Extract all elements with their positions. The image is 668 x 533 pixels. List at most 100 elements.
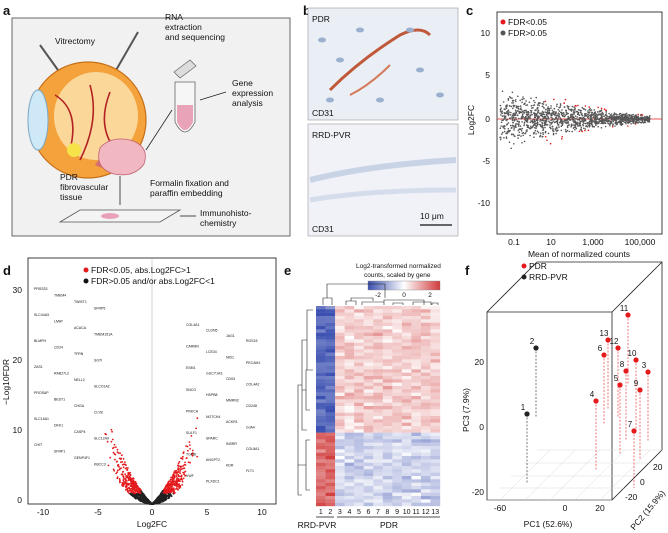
d-gene-label: BLMPH [34,339,47,343]
d-point [110,440,113,443]
d-gene-label: TMEM4 [54,294,66,298]
e-cell [344,502,355,507]
e-cell [325,406,336,410]
immuno-label-1: Immunohisto- [200,208,252,218]
e-cell [430,406,441,410]
e-cell [316,389,326,393]
c-point [577,109,580,111]
e-cell [344,429,355,433]
c-point [517,107,519,109]
e-cell [344,372,355,377]
d-point [116,448,119,451]
c-point [555,132,557,135]
e-cell [401,502,412,507]
d-ytick-20: 20 [13,355,23,365]
e-cell [363,482,374,487]
e-cell [363,392,374,397]
c-point [625,116,628,119]
e-cell [420,499,431,503]
c-point [542,133,544,135]
e-cell [373,426,383,430]
d-point [141,500,144,502]
c-point [523,121,526,124]
e-cell [363,326,374,330]
e-cell [382,462,393,467]
f-point-label: 4 [590,390,595,399]
c-point [544,120,546,123]
e-cell [344,316,355,320]
e-cell [430,456,441,460]
e-cell [325,322,336,327]
e-cell [401,492,412,497]
e-cell [392,502,403,507]
c-point [558,126,560,128]
e-cell [316,316,326,320]
f-point-label: 11 [620,304,629,313]
e-cell [316,306,326,310]
e-cell [373,449,383,453]
d-point [127,479,130,482]
e-cell [316,402,326,407]
c-point [574,107,576,109]
e-cell [316,376,326,380]
d-point [177,464,179,467]
c-point [546,115,549,117]
e-cell [363,339,374,343]
e-cell [382,446,393,450]
e-cell [420,396,431,400]
e-cell [344,382,355,387]
e-cell [344,306,355,310]
pdr-image-title: PDR [312,14,330,24]
d-xlabel: Log2FC [137,519,167,529]
e-cell [335,406,345,410]
c-point [518,134,520,136]
c-point [645,116,647,119]
e-cell [354,472,364,477]
c-point [570,124,573,127]
d-point [120,467,122,469]
d-point [160,492,163,495]
c-point [616,114,618,116]
d-point [177,469,180,471]
c-point [518,128,520,131]
d-point [140,490,143,493]
e-cell [316,502,326,507]
c-point [513,135,515,137]
e-cell [420,362,431,367]
e-cell [363,432,374,437]
d-point [132,485,135,488]
c-point [520,111,522,114]
e-cell [382,459,393,463]
c-point [553,113,555,115]
e-cell [325,459,336,463]
c-point [520,107,522,109]
e-cell [325,496,336,500]
c-point [503,115,505,117]
e-cell [344,406,355,410]
c-point [562,115,565,117]
d-point [164,493,166,496]
e-cell [401,359,412,363]
e-cell [430,412,441,417]
e-cell [344,352,355,357]
d-point [177,462,180,465]
c-point [570,110,573,112]
e-cell [316,339,326,343]
c-point [544,122,547,125]
c-point [600,127,603,129]
c-point [571,105,574,108]
e-cell [430,389,441,393]
d-point [119,458,122,460]
e-cell [316,462,326,467]
e-cell [344,389,355,393]
e-cell [335,402,345,407]
d-point [129,471,132,474]
legend-fdr-sig: FDR<0.05 [508,17,547,27]
d-point [164,487,166,489]
c-ytick-m5: -5 [482,156,490,166]
e-cell [373,369,383,373]
e-cell [344,492,355,497]
c-point [543,117,545,120]
